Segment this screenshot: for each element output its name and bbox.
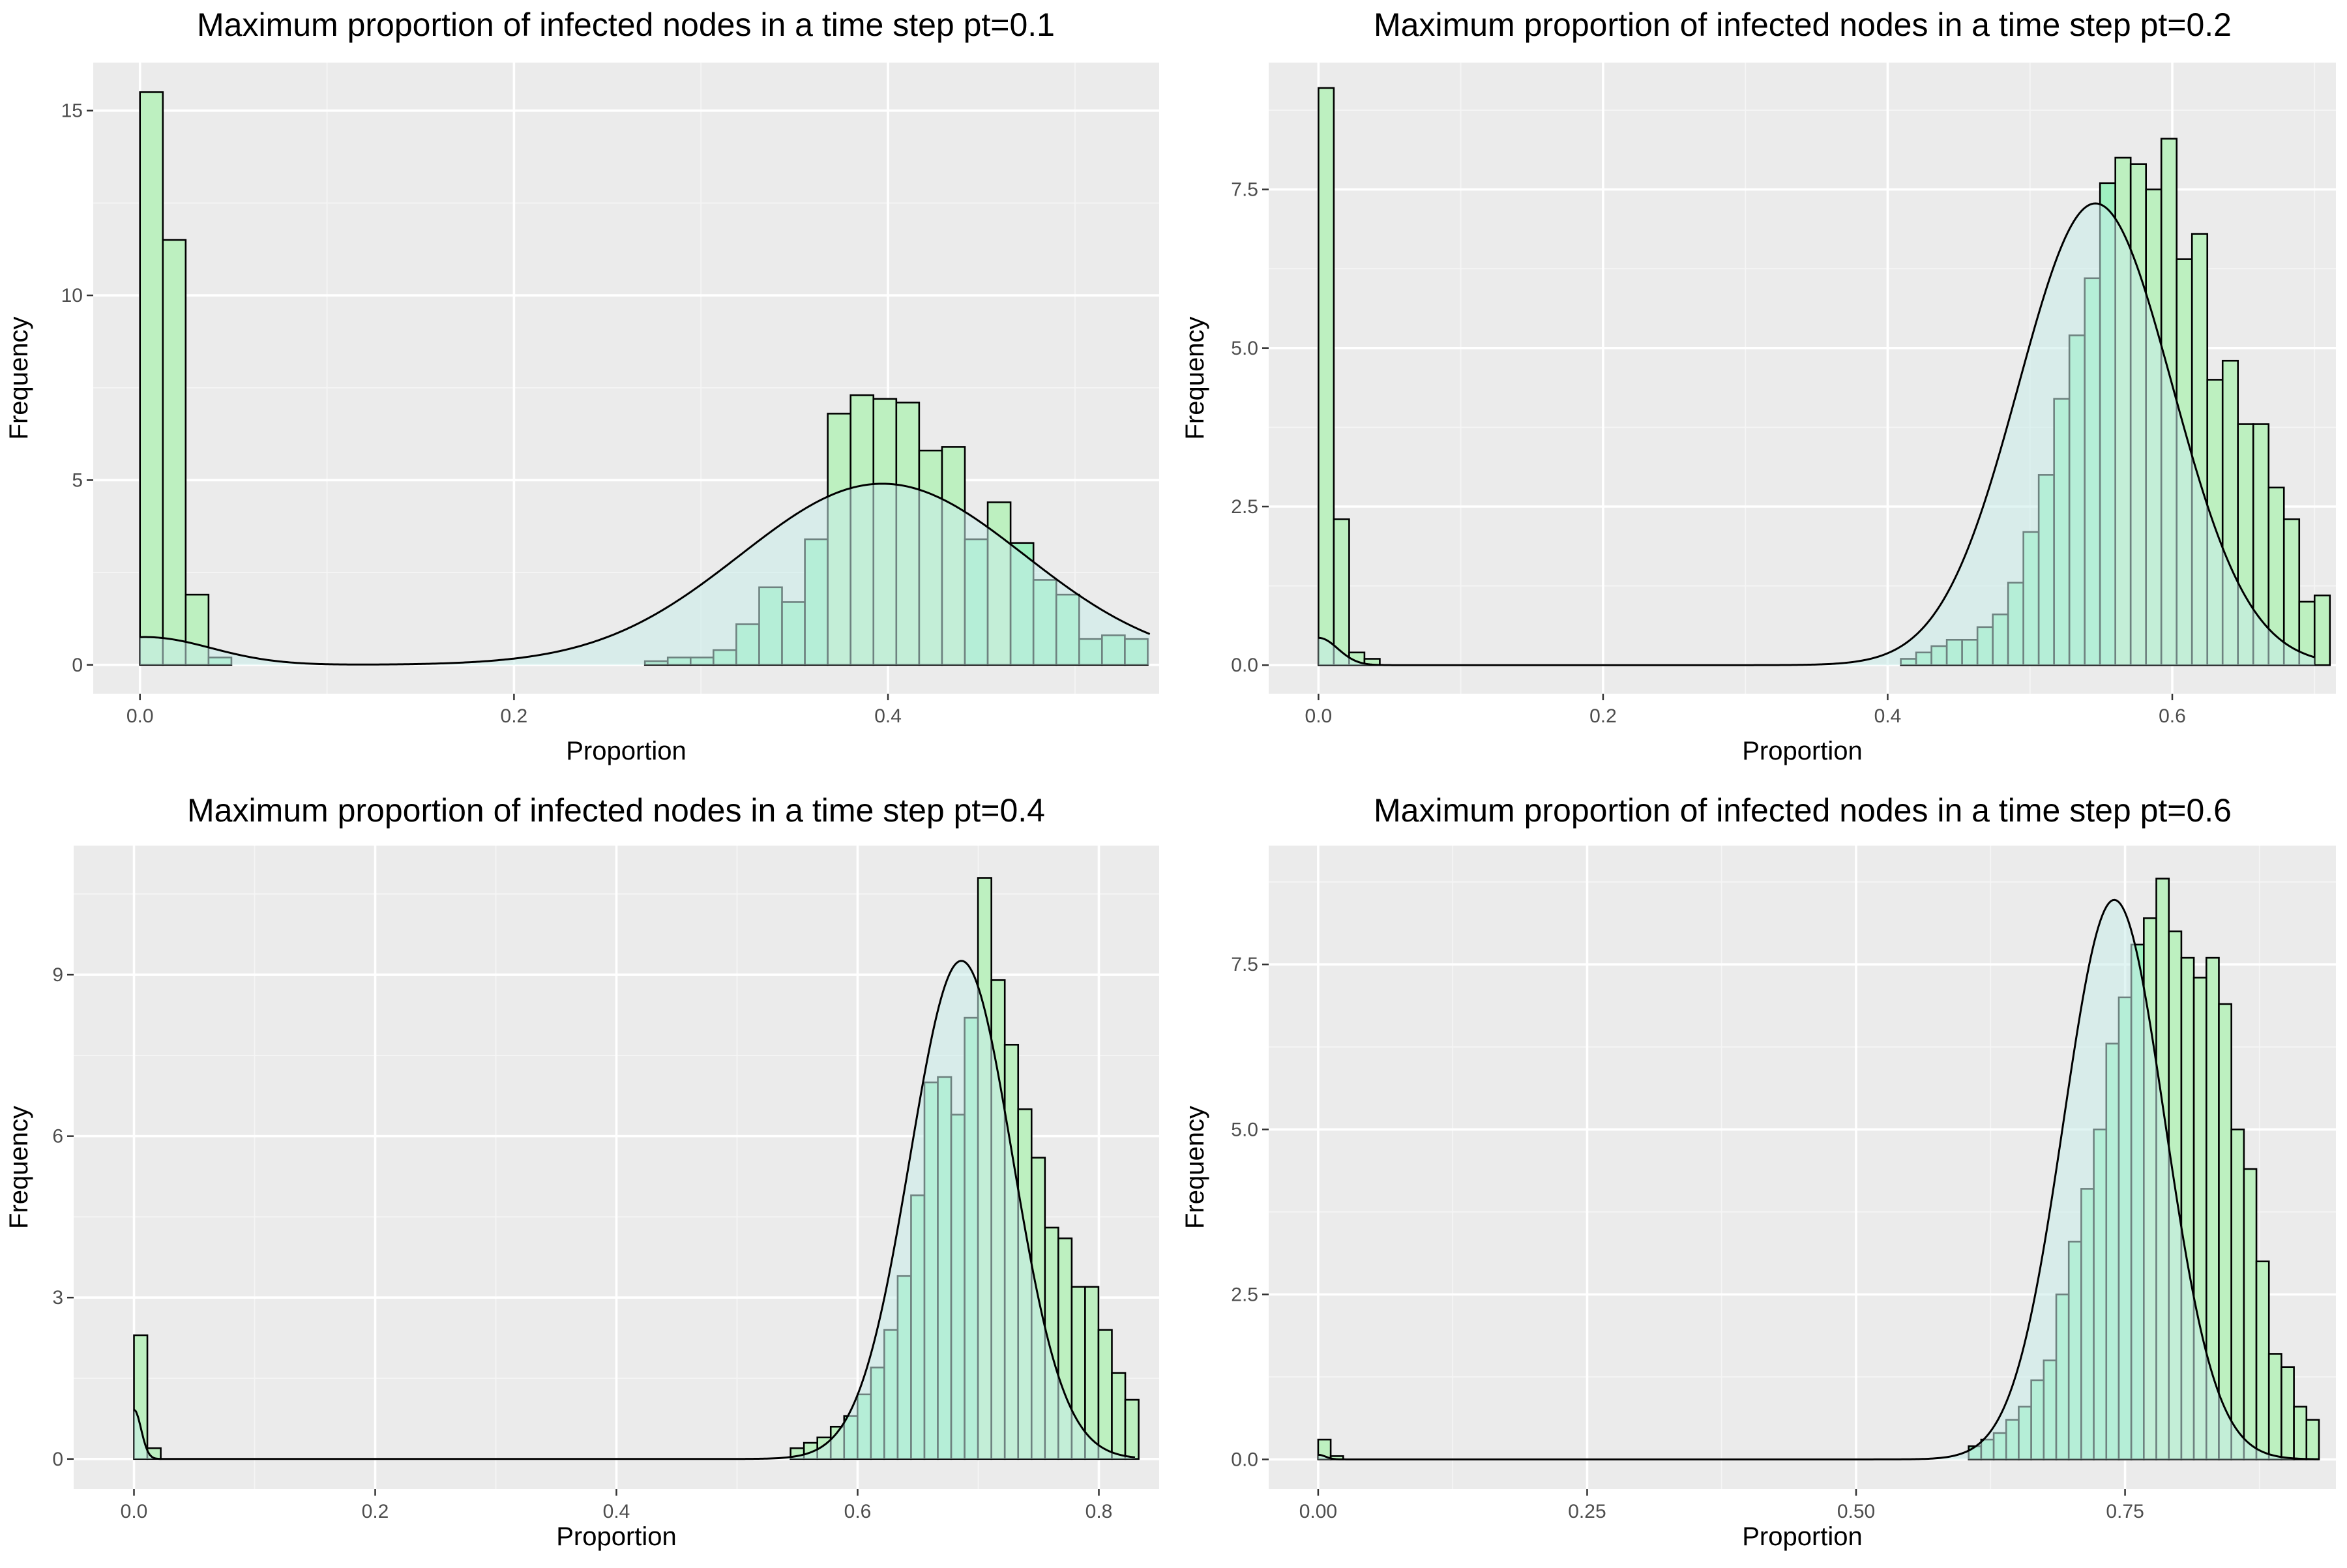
y-tick-label: 0.0: [1231, 1449, 1258, 1470]
chart-panel-3: 0.0 0.2 0.4 0.6 0.8 0 3 6 9 Maximum proportion of…: [5, 792, 1159, 1551]
x-tick-label: 0.75: [2106, 1501, 2144, 1522]
y-tick-label: 7.5: [1231, 954, 1258, 975]
y-tick-label: 2.5: [1231, 496, 1258, 518]
histogram-bar: [1333, 518, 1350, 666]
histogram-bar: [2313, 594, 2331, 666]
x-tick-label: 0.2: [1589, 705, 1617, 727]
density-area: [1318, 900, 2319, 1460]
density-area: [1318, 203, 2315, 666]
y-tick-label: 10: [61, 285, 83, 306]
density-area: [140, 483, 1150, 665]
y-tick-label: 7.5: [1231, 179, 1258, 201]
y-tick-label: 15: [61, 100, 83, 122]
plot-area: [1269, 846, 2336, 1489]
plot-area: [1269, 63, 2336, 694]
y-tick-label: 0: [52, 1449, 63, 1470]
x-tick-label: 0.2: [362, 1501, 389, 1522]
x-tick-label: 0.25: [1568, 1501, 1606, 1522]
x-axis-title: Proportion: [1742, 1522, 1863, 1551]
histogram-bar: [162, 239, 187, 666]
histogram-bar: [1318, 87, 1335, 666]
y-axis-title: Frequency: [1181, 1106, 1209, 1229]
histogram-bar: [2282, 518, 2301, 666]
y-axis-title: Frequency: [5, 317, 33, 440]
histogram-bar: [139, 91, 164, 666]
density-curve: [140, 482, 1151, 666]
y-tick-label: 0: [72, 655, 83, 676]
chart-panel-4: 0.00 0.25 0.50 0.75 0.0 2.5 5.0 7.5 Maximum prop…: [1181, 792, 2336, 1551]
y-tick-label: 9: [52, 964, 63, 986]
x-tick-label: 0.6: [844, 1501, 872, 1522]
y-axis-title: Frequency: [5, 1106, 33, 1229]
chart-panel-1: 0.0 0.2 0.4 0 5 10 15 Maximum proportion of inf…: [5, 7, 1159, 765]
x-tick-label: 0.6: [2159, 705, 2186, 727]
density-area: [134, 960, 1135, 1459]
chart-panel-2: 0.0 0.2 0.4 0.6 0.0 2.5 5.0 7.5 Maximum proporti…: [1181, 7, 2336, 765]
chart-title: Maximum proportion of infected nodes in …: [187, 792, 1045, 829]
density-curve: [133, 960, 1136, 1460]
chart-title: Maximum proportion of infected nodes in …: [197, 7, 1055, 43]
histogram-bar: [1124, 1398, 1140, 1460]
x-tick-label: 0.4: [1874, 705, 1902, 727]
x-tick-label: 0.4: [874, 705, 902, 727]
histogram-bar: [2218, 1003, 2232, 1460]
histogram-bar: [2305, 1419, 2320, 1460]
plot-area: [74, 846, 1159, 1489]
y-axis-title: Frequency: [1181, 317, 1209, 440]
x-tick-label: 0.0: [126, 705, 154, 727]
x-tick-label: 0.00: [1299, 1501, 1337, 1522]
x-tick-label: 0.0: [121, 1501, 148, 1522]
x-axis-title: Proportion: [556, 1522, 677, 1551]
histogram-bar: [2281, 1366, 2295, 1460]
histogram-bar: [2243, 1168, 2258, 1460]
histogram-bar: [2230, 1128, 2245, 1460]
histogram-bar: [1111, 1372, 1127, 1460]
y-tick-label: 0.0: [1231, 655, 1258, 676]
y-tick-label: 5.0: [1231, 338, 1258, 359]
x-axis-title: Proportion: [1742, 737, 1863, 765]
density-curve: [1318, 202, 2315, 666]
density-curve: [1318, 898, 2319, 1460]
x-tick-label: 0.50: [1837, 1501, 1875, 1522]
x-tick-label: 0.2: [501, 705, 528, 727]
chart-title: Maximum proportion of infected nodes in …: [1374, 792, 2232, 829]
x-tick-label: 0.8: [1085, 1501, 1113, 1522]
x-tick-label: 0.0: [1305, 705, 1333, 727]
x-tick-label: 0.4: [603, 1501, 630, 1522]
y-tick-label: 2.5: [1231, 1284, 1258, 1305]
chart-title: Maximum proportion of infected nodes in …: [1374, 7, 2232, 43]
histogram-bar: [2293, 1406, 2308, 1460]
histogram-bar: [2267, 1353, 2282, 1460]
histogram-bar: [2255, 1260, 2270, 1460]
y-tick-label: 5.0: [1231, 1119, 1258, 1140]
y-tick-label: 5: [72, 469, 83, 491]
histogram-bar: [1097, 1329, 1113, 1460]
plot-area: [93, 63, 1159, 694]
y-tick-label: 3: [52, 1287, 63, 1309]
y-tick-label: 6: [52, 1126, 63, 1147]
x-axis-title: Proportion: [566, 737, 686, 765]
